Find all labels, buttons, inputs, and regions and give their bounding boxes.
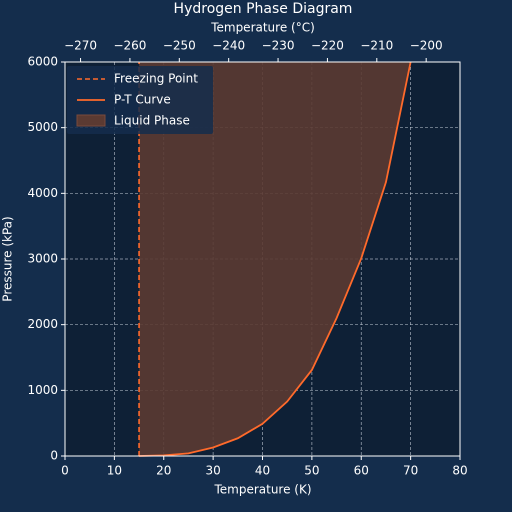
y-tick-label: 1000 [27,383,58,397]
x-tick-label: 70 [403,464,418,478]
x2-tick-label: −230 [262,39,295,53]
y-tick-label: 3000 [27,252,58,266]
legend-label: P-T Curve [114,93,171,107]
x-tick-label: 80 [452,464,467,478]
y-tick-label: 4000 [27,186,58,200]
liquid-phase-area [139,62,411,456]
chart-title: Hydrogen Phase Diagram [174,1,353,17]
x-tick-label: 10 [107,464,122,478]
y-tick-label: 6000 [27,55,58,69]
legend-label: Freezing Point [114,72,198,86]
x-tick-label: 30 [205,464,220,478]
x2-tick-label: −260 [113,39,146,53]
y-tick-label: 5000 [27,120,58,134]
x2-tick-label: −220 [311,39,344,53]
x-axis-label: Temperature (K) [213,483,311,497]
y-axis-label: Pressure (kPa) [1,216,15,301]
x-tick-label: 50 [304,464,319,478]
x2-tick-label: −240 [212,39,245,53]
x-tick-label: 0 [61,464,69,478]
x-tick-label: 60 [354,464,369,478]
x2-tick-label: −200 [410,39,443,53]
x2-axis-label: Temperature (°C) [210,21,315,35]
x2-tick-label: −270 [64,39,97,53]
y-tick-label: 0 [50,449,58,463]
x2-tick-label: −250 [163,39,196,53]
x-tick-label: 40 [255,464,270,478]
pt-curve [139,61,412,457]
legend-swatch [76,114,106,127]
plot-frame [64,61,461,457]
legend-label: Liquid Phase [114,114,190,128]
y-tick-label: 2000 [27,317,58,331]
x-tick-label: 20 [156,464,171,478]
x2-tick-label: −210 [360,39,393,53]
